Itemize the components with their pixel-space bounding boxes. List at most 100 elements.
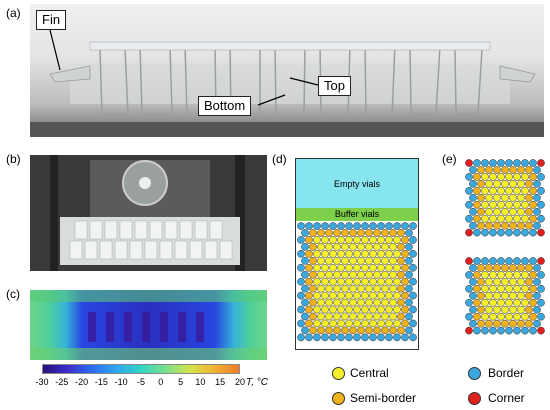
vial-border bbox=[529, 228, 537, 237]
vial-border bbox=[301, 243, 309, 251]
vial-central bbox=[385, 263, 393, 272]
vial-semi-border bbox=[509, 166, 517, 174]
vial-border bbox=[533, 193, 541, 202]
vial-central bbox=[345, 249, 353, 258]
vial-central bbox=[501, 193, 509, 202]
vial-central bbox=[365, 284, 373, 293]
vial-corner bbox=[465, 159, 473, 167]
vial-semi-border bbox=[397, 326, 405, 335]
vial-central bbox=[489, 214, 497, 223]
colorbar-gradient bbox=[42, 364, 240, 374]
vial-border bbox=[297, 249, 305, 258]
vial-border bbox=[305, 333, 313, 342]
vial-border bbox=[301, 229, 309, 237]
colorbar-tick: 5 bbox=[178, 377, 184, 387]
vial-border bbox=[489, 257, 497, 265]
vial-central bbox=[389, 298, 397, 307]
vial-central bbox=[497, 284, 505, 293]
vial-border bbox=[361, 222, 369, 230]
vial-semi-border bbox=[477, 166, 485, 174]
panel-label-b: (b) bbox=[6, 152, 21, 166]
vial-corner bbox=[537, 257, 545, 265]
vial-central bbox=[493, 207, 501, 216]
vial-central bbox=[517, 180, 525, 188]
vial-semi-border bbox=[473, 186, 481, 195]
vial-border bbox=[385, 222, 393, 230]
vial-central bbox=[373, 243, 381, 251]
colorbar-tick: 15 bbox=[215, 377, 226, 387]
vial-semi-border bbox=[477, 305, 485, 314]
vial-semi-border bbox=[305, 277, 313, 286]
vial-border bbox=[505, 228, 513, 237]
colorbar-tick: 0 bbox=[158, 377, 164, 387]
vial-corner bbox=[465, 228, 473, 237]
vial-central bbox=[337, 263, 345, 272]
vial-central bbox=[317, 284, 325, 293]
vial-central bbox=[389, 284, 397, 293]
vial-semi-border bbox=[397, 243, 405, 251]
vial-central bbox=[333, 298, 341, 307]
vial-central bbox=[353, 291, 361, 300]
vial-central bbox=[393, 249, 401, 258]
vial-border bbox=[473, 159, 481, 167]
vial-central bbox=[393, 291, 401, 300]
vial-border bbox=[301, 312, 309, 321]
vial-semi-border bbox=[349, 229, 357, 237]
vial-border bbox=[409, 249, 417, 258]
vial-central bbox=[505, 298, 513, 307]
vial-central bbox=[373, 298, 381, 307]
vial-border bbox=[469, 278, 477, 286]
vial-central bbox=[501, 207, 509, 216]
vial-central bbox=[341, 298, 349, 307]
vial-central bbox=[389, 270, 397, 279]
vial-semi-border bbox=[525, 278, 533, 286]
vial-central bbox=[333, 284, 341, 293]
vial-central bbox=[513, 186, 521, 195]
vial-central bbox=[369, 236, 377, 244]
vial-border bbox=[369, 222, 377, 230]
vial-central bbox=[393, 277, 401, 286]
vial-central bbox=[521, 214, 529, 223]
vial-central bbox=[513, 298, 521, 307]
legend-semi-border-label: Semi-border bbox=[350, 391, 417, 405]
vial-central bbox=[325, 270, 333, 279]
colorbar-tick: 10 bbox=[195, 377, 206, 387]
vial-central bbox=[325, 243, 333, 251]
vial-central bbox=[353, 319, 361, 328]
vial-central bbox=[337, 236, 345, 244]
vial-central bbox=[521, 298, 529, 307]
vial-central bbox=[369, 291, 377, 300]
vial-border bbox=[469, 180, 477, 188]
vial-border bbox=[497, 326, 505, 335]
vial-border bbox=[521, 228, 529, 237]
vial-border bbox=[401, 222, 409, 230]
vial-border bbox=[513, 257, 521, 265]
vial-central bbox=[357, 284, 365, 293]
vial-semi-border bbox=[501, 264, 509, 272]
vial-central bbox=[481, 271, 489, 279]
vial-semi-border bbox=[509, 319, 517, 328]
vial-border bbox=[409, 263, 417, 272]
vial-grid-main bbox=[297, 222, 417, 342]
vial-semi-border bbox=[529, 312, 537, 321]
vial-semi-border bbox=[477, 278, 485, 286]
vial-border bbox=[405, 326, 413, 335]
vial-semi-border bbox=[493, 166, 501, 174]
vial-semi-border bbox=[401, 319, 409, 328]
vial-border bbox=[489, 326, 497, 335]
vial-central bbox=[493, 278, 501, 286]
vial-central bbox=[321, 319, 329, 328]
vial-central bbox=[341, 312, 349, 321]
vial-central bbox=[513, 284, 521, 293]
vial-central bbox=[489, 298, 497, 307]
vial-border bbox=[469, 221, 477, 230]
vial-semi-border bbox=[525, 166, 533, 174]
vial-central bbox=[513, 214, 521, 223]
vial-semi-border bbox=[305, 263, 313, 272]
vial-central bbox=[325, 284, 333, 293]
vial-border bbox=[337, 222, 345, 230]
vial-semi-border bbox=[333, 229, 341, 237]
colorbar-tick: -5 bbox=[136, 377, 145, 387]
buffer-vials-label: Buffer vials bbox=[334, 209, 380, 219]
vial-border bbox=[409, 291, 417, 300]
